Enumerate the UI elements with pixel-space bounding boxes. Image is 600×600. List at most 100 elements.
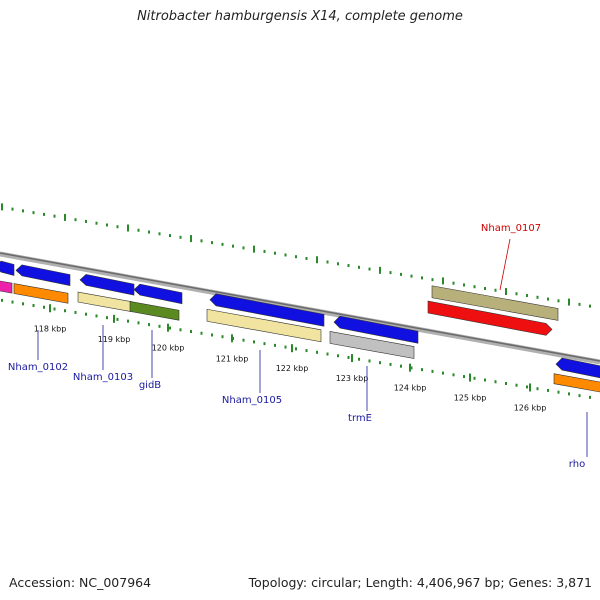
accession-label: Accession: NC_007964 bbox=[9, 575, 152, 590]
ruler-minor-tick bbox=[1, 298, 3, 302]
ruler-minor-tick bbox=[190, 330, 192, 334]
cds-arrow-nham-0103 bbox=[79, 274, 135, 296]
ruler-minor-tick bbox=[547, 388, 549, 392]
kbp-major-tick bbox=[113, 314, 115, 323]
gene-leader-line bbox=[499, 238, 511, 291]
ruler-minor-tick bbox=[389, 362, 392, 366]
kbp-tick-label: 119 kbp bbox=[98, 335, 131, 344]
ruler-minor-tick bbox=[410, 274, 413, 278]
gene-label: trmE bbox=[348, 413, 372, 424]
ruler-minor-tick bbox=[557, 390, 560, 394]
gene-label: Nham_0105 bbox=[222, 395, 282, 406]
ruler-minor-tick bbox=[137, 228, 140, 232]
ruler-minor-tick bbox=[316, 350, 318, 354]
ruler-minor-tick bbox=[284, 345, 287, 349]
cds-arrow-nham-0102 bbox=[0, 260, 15, 276]
ruler-minor-tick bbox=[158, 324, 161, 328]
ruler-minor-tick bbox=[421, 368, 423, 372]
ruler-minor-tick bbox=[74, 218, 77, 222]
ruler-minor-tick bbox=[505, 381, 507, 385]
kbp-tick-label: 125 kbp bbox=[454, 394, 487, 403]
ruler-minor-tick bbox=[106, 316, 108, 320]
feature-bar-gray bbox=[329, 331, 415, 359]
ruler-minor-tick bbox=[169, 326, 171, 330]
ruler-minor-tick bbox=[148, 323, 150, 327]
ruler-minor-tick bbox=[284, 253, 287, 257]
ruler-major-tick bbox=[253, 245, 255, 253]
cds-arrow-trme bbox=[333, 315, 419, 344]
ruler-major-tick bbox=[316, 256, 318, 264]
ruler-minor-tick bbox=[95, 314, 98, 318]
ruler-minor-tick bbox=[221, 335, 224, 339]
cds-arrow-gidb bbox=[133, 283, 183, 305]
ruler-major-tick bbox=[568, 298, 570, 306]
ruler-minor-tick bbox=[547, 297, 549, 301]
ruler-minor-tick bbox=[473, 376, 476, 380]
ruler-minor-tick bbox=[200, 331, 203, 335]
feature-bar-pale-yellow bbox=[206, 308, 322, 343]
ruler-minor-tick bbox=[589, 304, 591, 308]
kbp-tick-label: 123 kbp bbox=[336, 374, 369, 383]
ruler-minor-tick bbox=[43, 212, 45, 216]
ruler-minor-tick bbox=[358, 265, 360, 269]
kbp-tick-label: 120 kbp bbox=[152, 344, 185, 353]
ruler-minor-tick bbox=[253, 340, 255, 344]
ruler-minor-tick bbox=[368, 359, 371, 363]
ruler-minor-tick bbox=[463, 283, 465, 287]
ruler-minor-tick bbox=[158, 232, 161, 236]
feature-bar-pale-yellow bbox=[77, 291, 133, 313]
ruler-minor-tick bbox=[347, 264, 350, 268]
ruler-minor-tick bbox=[337, 262, 339, 266]
ruler-minor-tick bbox=[326, 352, 329, 356]
ruler-minor-tick bbox=[295, 255, 297, 259]
ruler-minor-tick bbox=[347, 356, 350, 360]
gene-label: Nham_0107 bbox=[481, 223, 541, 234]
feature-bar-magenta bbox=[0, 280, 13, 294]
kbp-major-tick bbox=[49, 304, 51, 313]
ruler-minor-tick bbox=[22, 209, 24, 213]
feature-bar-orange bbox=[553, 373, 600, 393]
kbp-major-tick bbox=[529, 383, 531, 392]
kbp-major-tick bbox=[167, 323, 169, 332]
ruler-minor-tick bbox=[53, 307, 56, 311]
kbp-major-tick bbox=[351, 354, 353, 363]
ruler-minor-tick bbox=[368, 267, 371, 271]
ruler-minor-tick bbox=[337, 354, 339, 358]
gene-label: rho bbox=[569, 459, 585, 470]
ruler-minor-tick bbox=[179, 235, 182, 239]
ruler-minor-tick bbox=[379, 361, 381, 365]
ruler-minor-tick bbox=[43, 305, 45, 309]
ruler-minor-tick bbox=[32, 304, 35, 308]
feature-bar-khaki bbox=[431, 285, 559, 321]
ruler-minor-tick bbox=[148, 230, 150, 234]
ruler-minor-tick bbox=[400, 272, 402, 276]
ruler-minor-tick bbox=[568, 392, 570, 396]
kbp-major-tick bbox=[469, 373, 471, 382]
page-title: Nitrobacter hamburgensis X14, complete g… bbox=[137, 9, 463, 24]
ruler-minor-tick bbox=[263, 342, 266, 346]
ruler-minor-tick bbox=[431, 369, 434, 373]
backbone-edge bbox=[0, 252, 600, 362]
ruler-minor-tick bbox=[305, 349, 308, 353]
ruler-minor-tick bbox=[421, 276, 423, 280]
ruler-minor-tick bbox=[536, 387, 539, 391]
backbone-line bbox=[0, 251, 600, 365]
ruler-minor-tick bbox=[442, 371, 444, 375]
ruler-minor-tick bbox=[326, 260, 329, 264]
ruler-minor-tick bbox=[32, 211, 35, 215]
ruler-minor-tick bbox=[515, 292, 518, 296]
ruler-minor-tick bbox=[74, 310, 77, 314]
ruler-minor-tick bbox=[494, 380, 497, 384]
gene-label: gidB bbox=[139, 380, 161, 391]
ruler-minor-tick bbox=[295, 347, 297, 351]
ruler-minor-tick bbox=[64, 309, 66, 313]
ruler-minor-tick bbox=[578, 394, 581, 398]
ruler-minor-tick bbox=[232, 244, 234, 248]
kbp-tick-label: 124 kbp bbox=[394, 384, 427, 393]
ruler-minor-tick bbox=[400, 364, 402, 368]
ruler-minor-tick bbox=[242, 338, 245, 342]
ruler-minor-tick bbox=[106, 223, 108, 227]
ruler-minor-tick bbox=[127, 319, 129, 323]
kbp-tick-label: 126 kbp bbox=[514, 403, 547, 412]
